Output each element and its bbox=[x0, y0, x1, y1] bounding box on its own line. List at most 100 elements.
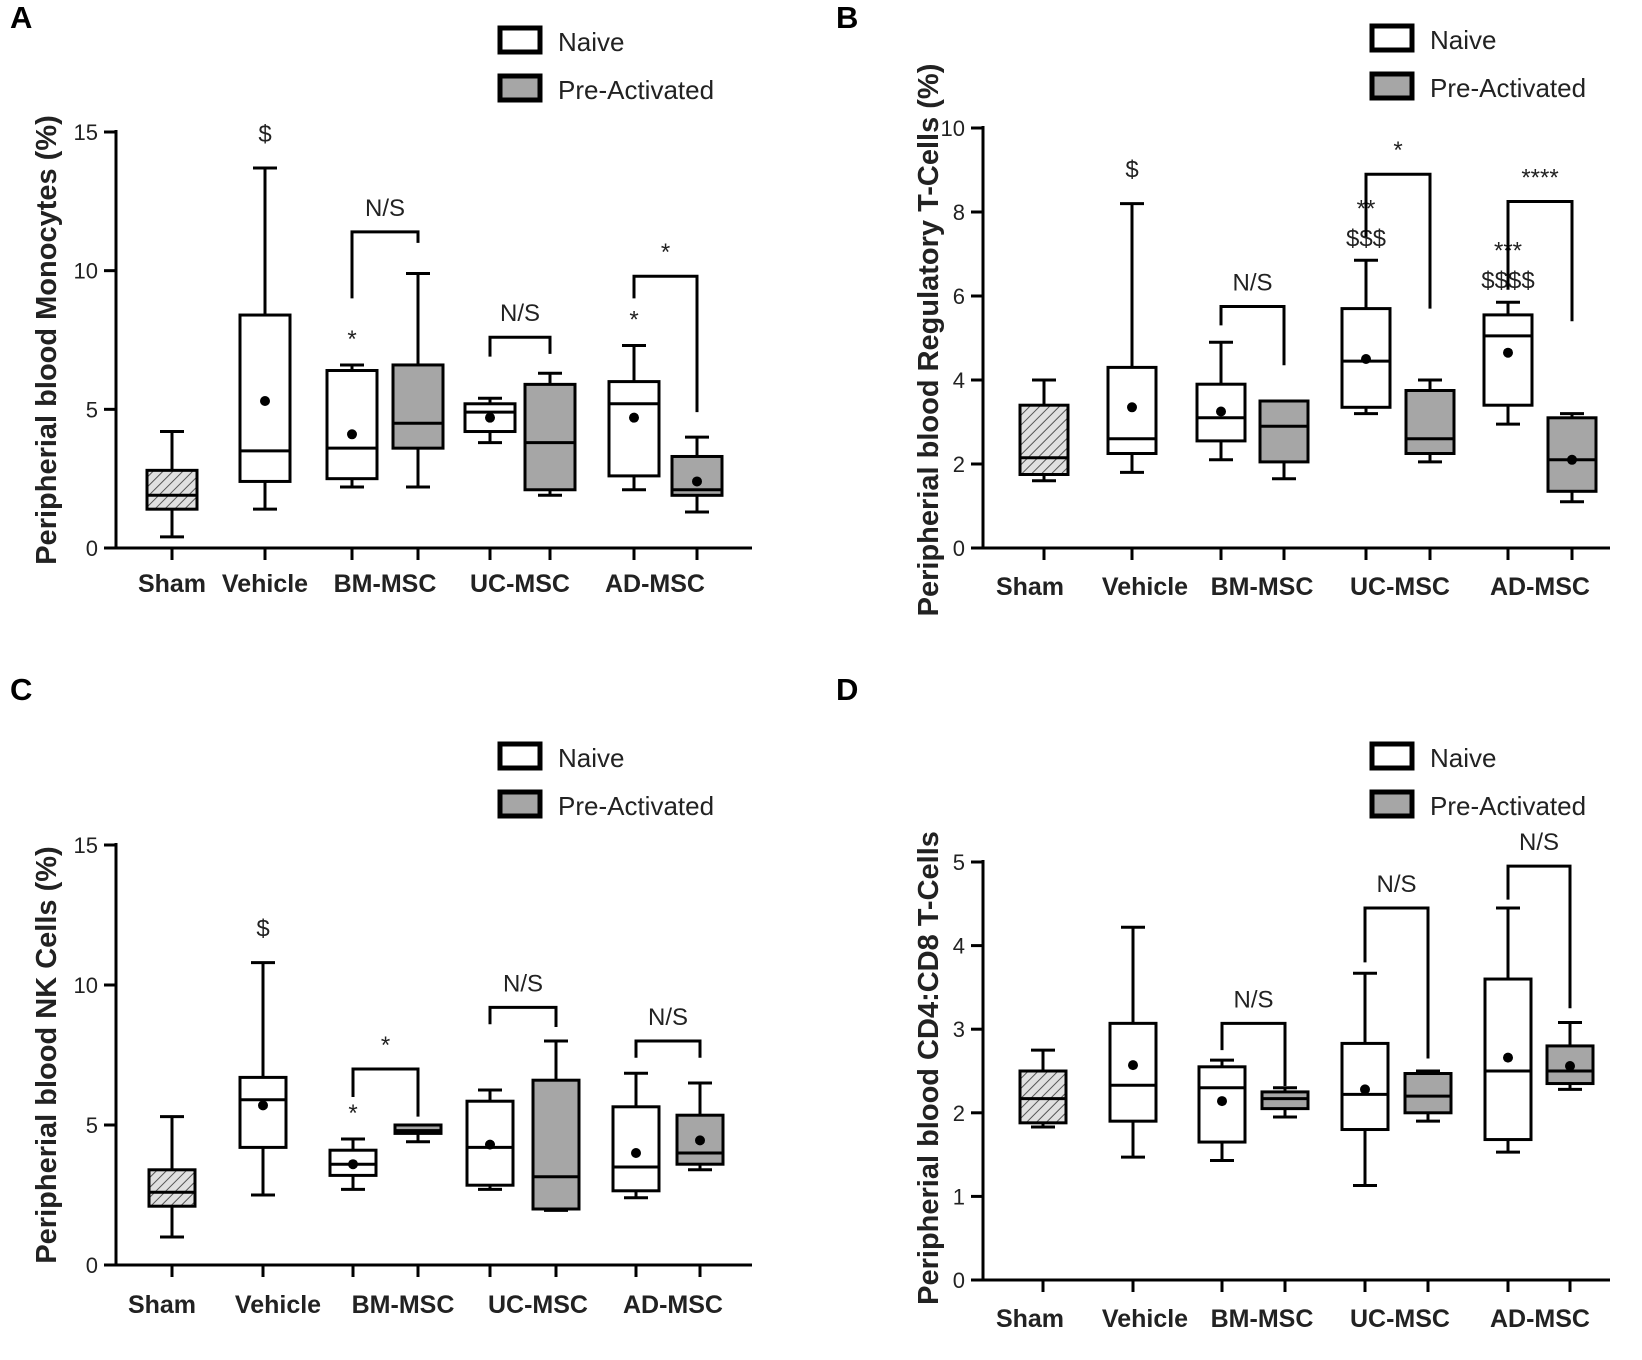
legend-label-preactivated: Pre-Activated bbox=[1430, 73, 1586, 103]
category-label: AD-MSC bbox=[605, 570, 705, 598]
panel-d: D 0 1 2 3 4 5 Sham Vehicle BM-MSC UC-MSC AD-MSC Peri… bbox=[836, 672, 1610, 1333]
box-ad-msc-naive: * bbox=[607, 307, 661, 492]
box-uc-msc-preactivated bbox=[1404, 378, 1456, 464]
box-body bbox=[465, 1099, 515, 1187]
box-uc-msc-naive bbox=[465, 1088, 515, 1191]
comparison-bracket bbox=[350, 230, 420, 299]
mean-dot bbox=[1360, 1084, 1370, 1095]
legend-label-preactivated: Pre-Activated bbox=[1430, 791, 1586, 821]
box-body bbox=[1018, 403, 1070, 477]
mean-dot bbox=[695, 1135, 705, 1146]
category-label: Vehicle bbox=[1102, 1305, 1188, 1333]
y-tick-label: 5 bbox=[953, 850, 965, 875]
y-tick-label: 0 bbox=[953, 1268, 965, 1293]
box-bm-msc-preactivated bbox=[393, 1123, 443, 1144]
box-bm-msc-naive: * bbox=[325, 326, 379, 489]
y-tick-label: 0 bbox=[953, 536, 965, 561]
category-label: BM-MSC bbox=[334, 570, 437, 598]
category-label: AD-MSC bbox=[1490, 1305, 1590, 1333]
legend-swatch-preactivated bbox=[1369, 71, 1415, 101]
box-ad-msc-preactivated bbox=[1545, 1021, 1595, 1091]
y-axis-label: Peripherial blood Regulatory T-Cells (%) bbox=[913, 64, 945, 617]
mean-dot bbox=[260, 396, 270, 407]
y-axis-label: Peripherial blood CD4:CD8 T-Cells bbox=[913, 831, 945, 1305]
box-uc-msc-naive bbox=[463, 396, 517, 445]
box-body bbox=[238, 1075, 288, 1149]
panel-label: C bbox=[10, 672, 32, 707]
box-uc-msc-naive bbox=[1340, 971, 1390, 1188]
box-sham-sham bbox=[1018, 1048, 1068, 1129]
comparison-bracket bbox=[1506, 864, 1572, 1009]
panel-label: D bbox=[836, 672, 858, 707]
panel-a: A 0 5 10 15 Sham Vehicle BM-MSC UC-MSC AD-MSC Peri… bbox=[10, 0, 752, 598]
category-label: BM-MSC bbox=[352, 1291, 455, 1319]
box-vehicle-naive: $ bbox=[1106, 157, 1158, 474]
box-body bbox=[147, 1168, 197, 1208]
bracket-label: N/S bbox=[1519, 829, 1559, 856]
significance-label: * bbox=[347, 326, 356, 353]
category-label: Sham bbox=[138, 570, 206, 598]
bracket-label: * bbox=[661, 239, 670, 266]
comparison-bracket bbox=[488, 1005, 558, 1027]
category-label: AD-MSC bbox=[1490, 573, 1590, 601]
mean-dot bbox=[1503, 347, 1513, 358]
mean-dot bbox=[485, 1139, 495, 1150]
y-tick-label: 2 bbox=[953, 452, 965, 477]
bracket-label: N/S bbox=[503, 970, 543, 997]
box-body bbox=[391, 363, 445, 450]
category-label: Vehicle bbox=[222, 570, 308, 598]
mean-dot bbox=[1565, 1060, 1575, 1071]
y-tick-label: 15 bbox=[74, 120, 98, 145]
box-body bbox=[238, 313, 292, 483]
mean-dot bbox=[1217, 1096, 1227, 1107]
legend-label-naive: Naive bbox=[1430, 743, 1496, 773]
box-bm-msc-naive bbox=[1195, 340, 1247, 462]
box-body bbox=[607, 380, 661, 478]
bracket-label: * bbox=[381, 1032, 390, 1059]
box-ad-msc-naive bbox=[1483, 906, 1533, 1154]
panel-c: C 0 5 10 15 Sham Vehicle BM-MSC UC-MSC AD-MSC Peri… bbox=[10, 672, 752, 1319]
box-vehicle-naive: $ bbox=[238, 121, 292, 511]
category-label: UC-MSC bbox=[1350, 1305, 1450, 1333]
category-label: Sham bbox=[128, 1291, 196, 1319]
comparison-bracket bbox=[351, 1067, 420, 1117]
mean-dot bbox=[1216, 406, 1226, 417]
mean-dot bbox=[348, 1159, 358, 1170]
mean-dot bbox=[347, 429, 357, 440]
legend-swatch-naive bbox=[1369, 23, 1415, 53]
legend-swatch-naive bbox=[497, 25, 543, 55]
category-label: Vehicle bbox=[1102, 573, 1188, 601]
comparison-bracket bbox=[634, 1039, 702, 1058]
comparison-bracket bbox=[1506, 200, 1574, 322]
legend-label-preactivated: Pre-Activated bbox=[558, 75, 714, 105]
category-label: BM-MSC bbox=[1211, 573, 1314, 601]
y-tick-label: 2 bbox=[953, 1101, 965, 1126]
y-tick-label: 10 bbox=[941, 116, 965, 141]
significance-label: $ bbox=[256, 916, 269, 943]
mean-dot bbox=[258, 1100, 268, 1111]
category-label: AD-MSC bbox=[623, 1291, 723, 1319]
box-ad-msc-preactivated bbox=[1546, 412, 1598, 504]
legend-label-naive: Naive bbox=[1430, 25, 1496, 55]
mean-dot bbox=[1567, 454, 1577, 465]
category-label: Vehicle bbox=[235, 1291, 321, 1319]
box-body bbox=[1108, 1021, 1158, 1123]
y-tick-label: 3 bbox=[953, 1017, 965, 1042]
box-sham-sham bbox=[147, 1115, 197, 1239]
box-bm-msc-naive: * bbox=[328, 1100, 378, 1191]
legend-swatch-preactivated bbox=[497, 73, 543, 103]
mean-dot bbox=[1128, 1060, 1138, 1071]
category-label: BM-MSC bbox=[1211, 1305, 1314, 1333]
box-body bbox=[1018, 1069, 1068, 1125]
box-uc-msc-preactivated bbox=[531, 1039, 581, 1212]
mean-dot bbox=[631, 1148, 641, 1158]
panel-label: A bbox=[10, 0, 32, 35]
category-label: UC-MSC bbox=[488, 1291, 588, 1319]
box-sham-sham bbox=[1018, 378, 1070, 483]
box-body bbox=[1403, 1072, 1453, 1115]
box-bm-msc-preactivated bbox=[391, 271, 445, 489]
legend-label-naive: Naive bbox=[558, 27, 624, 57]
y-tick-label: 4 bbox=[953, 934, 965, 959]
mean-dot bbox=[1127, 402, 1137, 413]
mean-dot bbox=[485, 412, 495, 423]
